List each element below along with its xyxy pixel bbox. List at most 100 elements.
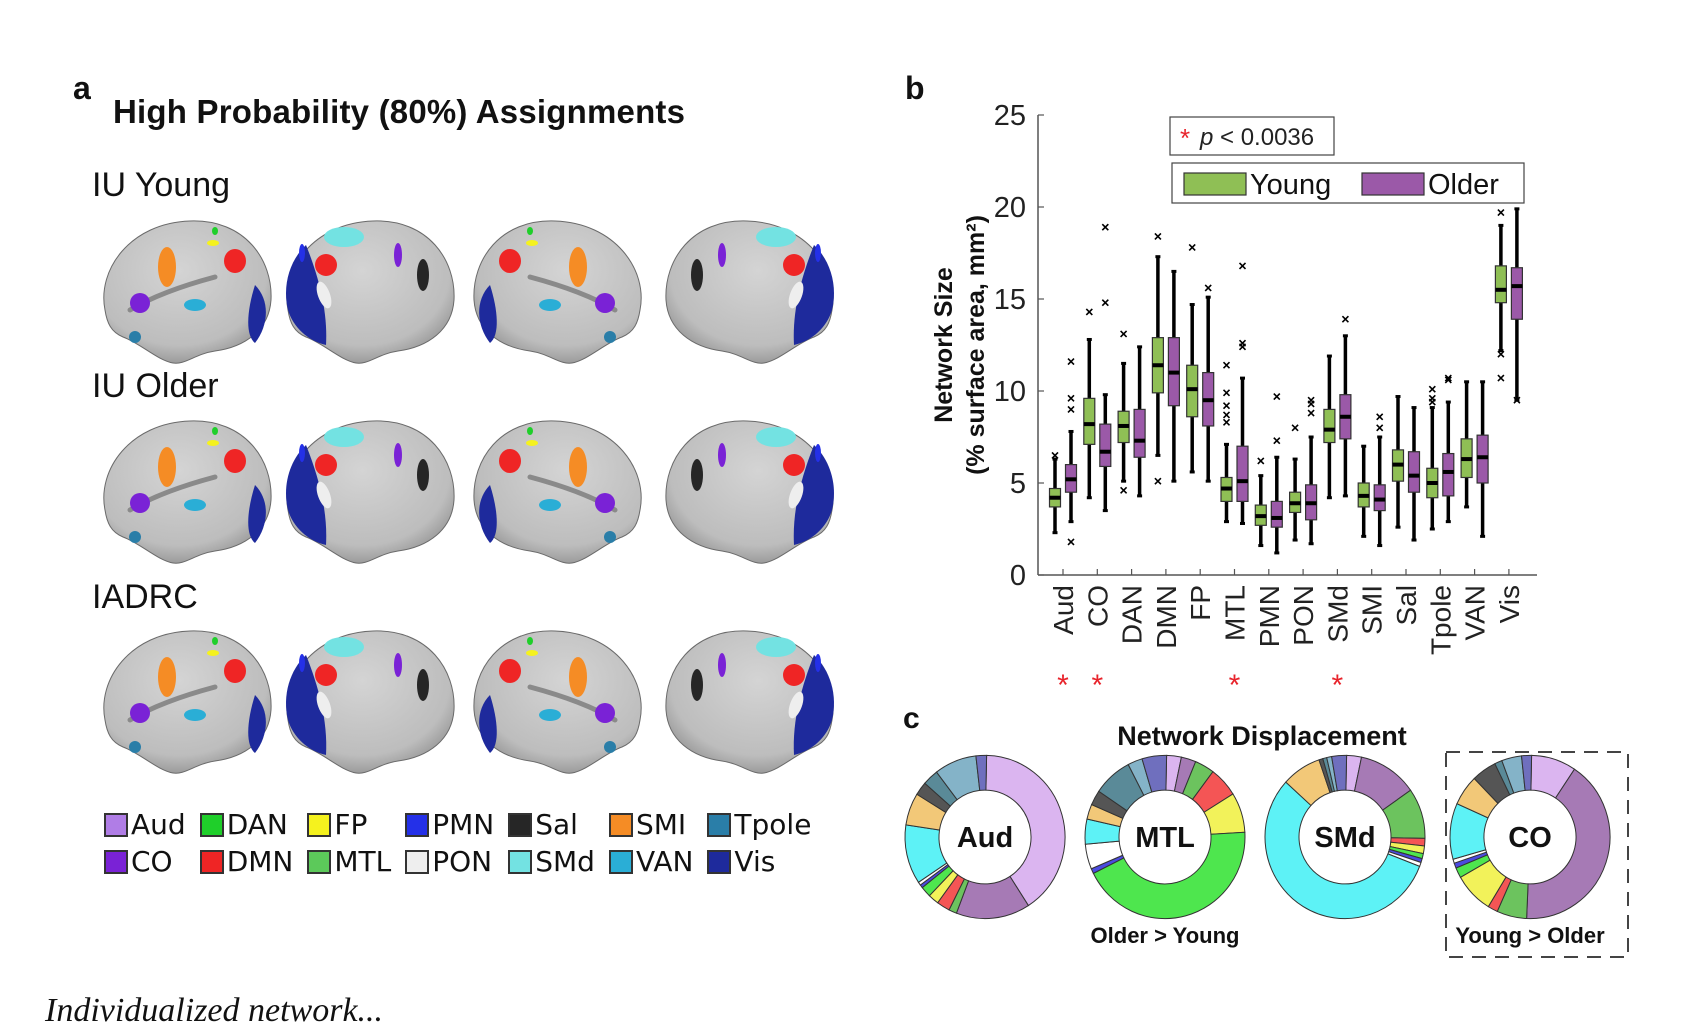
y-tick-label: 0 [1010,560,1026,592]
x-tick-label: PON [1288,585,1319,646]
brain-outline [103,630,272,774]
legend-swatch [608,849,633,874]
donut-center-label: SMd [1314,822,1375,854]
panel-b-letter: b [905,70,925,106]
outlier-marker [1222,389,1231,397]
box-young-dmn [1151,232,1164,485]
brain-surface-lateral [103,630,272,774]
outlier-marker [1273,437,1281,445]
brain-surface-lateral [103,220,272,364]
vis-patch [286,245,327,345]
vis-patch [479,695,497,753]
sal-patch [691,259,703,291]
box-young-pon [1289,424,1302,542]
co-patch [595,493,615,513]
box-older-tpole [1442,374,1455,524]
box-older-van [1476,380,1489,538]
donut-aud: Aud [904,754,1066,920]
x-tick-label: SMd [1322,585,1353,643]
legend-label: Aud [131,808,186,841]
legend-item-pmn: PMN [405,808,494,841]
brain-surface-lateral [473,630,642,774]
legend-swatch [104,849,128,874]
outlier-marker [1238,262,1247,270]
legend-label: PON [432,845,493,878]
panel-a-title: High Probability (80%) Assignments [113,93,686,130]
legend-item-vis: Vis [707,845,811,878]
brain-outline [103,420,272,564]
box-older-dmn [1167,269,1180,483]
significance-asterisk: * [1332,669,1344,702]
box-older-pon [1305,396,1318,546]
outlier-marker [1222,361,1231,369]
outlier-marker [1497,374,1505,382]
outlier-marker [1497,350,1505,358]
outlier-marker [1154,477,1162,485]
group-legend-swatch [1183,172,1247,196]
outlier-marker [1154,232,1162,241]
box-older-aud [1064,357,1078,546]
y-axis-label: Network Size (% surface area, mm²) [930,215,990,475]
row-label-iadrc: IADRC [92,578,198,616]
legend-item-co: CO [104,845,186,878]
donut-mtl: MTL Older > Young [1084,754,1246,948]
box-young-dan [1117,330,1130,494]
legend-swatch [707,812,732,837]
dmn-patch [499,249,521,273]
fp-patch [207,240,219,246]
dmn-patch [499,449,521,473]
vis-patch [286,445,327,545]
smi-patch [569,657,587,697]
x-tick-label: Aud [1048,585,1079,635]
co-patch [130,493,150,513]
vis-patch [479,285,497,343]
brain-outline [473,630,642,774]
outlier-marker [1444,374,1452,382]
significance-asterisk: * [1091,669,1103,702]
tpole-patch [129,331,141,343]
brain-outline [103,220,272,364]
outlier-marker [1067,394,1075,402]
legend-item-pon: PON [405,845,494,878]
dmn-patch [315,664,337,686]
donut-title: Network Displacement [1117,721,1407,751]
x-tick-label: Tpole [1425,585,1456,655]
box-iqr [1236,445,1249,503]
box-older-co [1099,223,1112,513]
pmn-patch [299,244,305,262]
legend-swatch [104,812,128,837]
x-tick-label: Vis [1494,585,1525,623]
legend-item-fp: FP [307,808,391,841]
legend-swatch [707,849,732,874]
x-tick-label: PMN [1254,585,1285,647]
outlier-marker [1120,330,1128,338]
pon-patch [788,481,804,509]
x-tick-label: Sal [1391,585,1422,625]
legend-label: PMN [432,808,495,841]
outlier-marker [1051,451,1059,459]
significance-legend-asterisk: * [1180,123,1190,153]
significance-legend-box [1169,116,1335,156]
legend-label: Sal [535,808,578,841]
van-patch [539,299,561,311]
co-patch [394,443,402,467]
pmn-patch [815,444,821,462]
outlier-marker [1307,409,1315,417]
highlight-dashed-box [1445,751,1629,958]
legend-swatch [199,812,224,837]
fp-patch [207,440,219,446]
smi-patch [158,247,176,287]
outlier-marker [1497,208,1505,217]
dmn-patch [499,659,521,683]
outlier-marker [1067,538,1075,546]
brain-surface-lateral [103,420,272,564]
dan-patch [212,427,218,435]
van-patch [184,709,206,721]
dmn-patch [315,454,337,476]
dan-patch [527,227,533,235]
box-iqr [1099,423,1112,468]
y-tick-label: 15 [994,284,1026,316]
x-tick-label: MTL [1220,585,1251,641]
donut-caption: Young > Older [1455,923,1605,948]
panel-c-letter: c [903,702,920,735]
